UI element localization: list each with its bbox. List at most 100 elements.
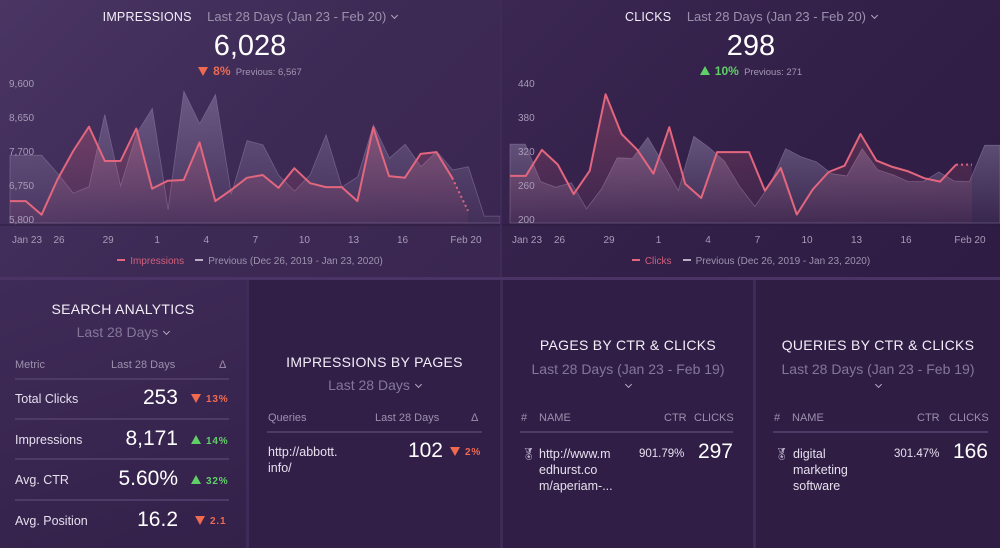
- page-link[interactable]: http://abbott. info/: [268, 445, 338, 475]
- current-series-projection: [451, 177, 469, 212]
- metric-value: 8,171: [125, 427, 178, 450]
- search-analytics-widget: SEARCH ANALYTICS Last 28 Days Metric Las…: [0, 280, 246, 548]
- x-tick-label: Feb 20: [954, 235, 986, 246]
- divider: [500, 280, 503, 548]
- x-tick-label: 4: [204, 235, 210, 246]
- widget-title: SEARCH ANALYTICS: [51, 301, 195, 317]
- arrow-down-icon: [198, 67, 209, 76]
- clicks-chart: 440 380 320 260 200 Jan 23 26 29 1 4 7 10 13 16 Feb 20: [502, 79, 1000, 246]
- widget-title: IMPRESSIONS BY PAGES: [286, 354, 463, 370]
- column-header: CLICKS: [694, 412, 734, 424]
- x-tick-label: 16: [397, 235, 409, 246]
- widget-header: CLICKS Last 28 Days (Jan 23 - Feb 20): [502, 9, 1000, 24]
- comparison: 10% Previous: 271: [502, 64, 1000, 78]
- date-range-dropdown[interactable]: Last 28 Days: [0, 324, 246, 340]
- y-tick-label: 5,800: [9, 215, 34, 226]
- divider: [0, 277, 1000, 280]
- date-range-dropdown[interactable]: Last 28 Days (Jan 23 - Feb 20): [686, 9, 879, 24]
- ctr-value: 901.79%: [639, 448, 685, 460]
- metric-delta: 14%: [191, 435, 228, 447]
- legend-current[interactable]: Clicks: [644, 256, 672, 267]
- legend-previous[interactable]: Previous (Dec 26, 2019 - Jan 23, 2020): [208, 256, 383, 267]
- x-tick-label: 29: [603, 235, 615, 246]
- widget-title: CLICKS: [624, 10, 672, 24]
- date-range-label: Last 28 Days: [328, 377, 410, 393]
- arrow-down-icon: [450, 447, 460, 456]
- column-header: Metric: [15, 359, 45, 371]
- divider: [15, 499, 229, 501]
- column-header: CTR: [917, 412, 940, 424]
- date-range-dropdown[interactable]: Last 28 Days (Jan 23 - Feb 19): [503, 361, 753, 393]
- date-range-label: Last 28 Days (Jan 23 - Feb 20): [686, 9, 867, 24]
- column-header: #: [521, 412, 528, 424]
- legend-swatch-current: [631, 259, 640, 261]
- x-tick-label: 1: [656, 235, 662, 246]
- y-tick-label: 7,700: [9, 147, 34, 158]
- column-header: #: [774, 412, 781, 424]
- ctr-value: 301.47%: [894, 448, 940, 460]
- date-range-label: Last 28 Days: [76, 324, 159, 340]
- x-tick-label: Feb 20: [450, 235, 482, 246]
- x-tick-label: 4: [705, 235, 711, 246]
- x-tick-label: 1: [154, 235, 160, 246]
- legend-current[interactable]: Impressions: [130, 256, 185, 267]
- chevron-down-icon: [163, 327, 171, 336]
- divider: [773, 431, 988, 433]
- chart-legend: Impressions Previous (Dec 26, 2019 - Jan…: [0, 256, 500, 267]
- date-range-label: Last 28 Days (Jan 23 - Feb 19): [781, 361, 975, 377]
- arrow-up-icon: [191, 475, 201, 484]
- legend-swatch-previous: [682, 259, 691, 261]
- metric-name: Impressions: [15, 433, 83, 447]
- x-tick-label: 7: [253, 235, 259, 246]
- previous-value: Previous: 6,567: [235, 67, 302, 78]
- divider: [15, 418, 229, 420]
- x-tick-label: 26: [554, 235, 566, 246]
- column-header: NAME: [792, 412, 824, 424]
- arrow-up-icon: [191, 435, 201, 444]
- divider: [500, 0, 502, 277]
- date-range-dropdown[interactable]: Last 28 Days (Jan 23 - Feb 19): [756, 361, 1000, 393]
- date-range-dropdown[interactable]: Last 28 Days (Jan 23 - Feb 20): [207, 9, 399, 24]
- column-header: Δ: [219, 359, 227, 371]
- metric-delta: 32%: [191, 475, 228, 487]
- chevron-down-icon: [874, 380, 882, 389]
- column-header: CTR: [664, 412, 687, 424]
- legend-previous[interactable]: Previous (Dec 26, 2019 - Jan 23, 2020): [695, 256, 871, 267]
- date-range-label: Last 28 Days (Jan 23 - Feb 20): [207, 9, 387, 24]
- query-name: digital marketing software: [793, 447, 848, 493]
- arrow-down-icon: [191, 394, 201, 403]
- date-range-dropdown[interactable]: Last 28 Days: [249, 377, 500, 393]
- metric-name: Total Clicks: [15, 392, 79, 406]
- divider: [15, 378, 229, 380]
- column-header: Last 28 Days: [111, 359, 176, 371]
- divider: [520, 431, 733, 433]
- chevron-down-icon: [624, 380, 632, 389]
- metric-value: 5.60%: [118, 467, 178, 490]
- legend-swatch-current: [117, 259, 126, 261]
- y-tick-label: 9,600: [9, 79, 34, 90]
- divider: [246, 280, 249, 548]
- page-link[interactable]: http://www.m edhurst.co m/aperiam-...: [539, 447, 613, 493]
- widget-header: IMPRESSIONS Last 28 Days (Jan 23 - Feb 2…: [0, 9, 500, 24]
- y-tick-label: 260: [518, 181, 535, 192]
- clicks-value: 166: [952, 440, 988, 463]
- arrow-up-icon: [699, 66, 710, 75]
- divider: [753, 280, 756, 548]
- metric-name: Avg. Position: [15, 514, 88, 528]
- column-header: CLICKS: [949, 412, 989, 424]
- divider: [15, 458, 229, 460]
- metric-value: 253: [142, 386, 178, 409]
- impressions-widget: IMPRESSIONS Last 28 Days (Jan 23 - Feb 2…: [0, 0, 500, 277]
- x-tick-label: Jan 23: [12, 235, 42, 246]
- y-tick-label: 440: [518, 79, 535, 90]
- x-tick-label: 13: [851, 235, 863, 246]
- widget-title: PAGES BY CTR & CLICKS: [539, 337, 717, 353]
- pages-by-ctr-widget: PAGES BY CTR & CLICKS Last 28 Days (Jan …: [503, 280, 753, 548]
- x-tick-label: 10: [299, 235, 311, 246]
- y-tick-label: 320: [518, 147, 535, 158]
- legend-swatch-previous: [195, 259, 204, 261]
- column-header: Last 28 Days: [375, 412, 440, 424]
- widget-title: QUERIES BY CTR & CLICKS: [781, 337, 975, 353]
- column-header: Δ: [471, 412, 479, 424]
- clicks-value: 297: [697, 440, 733, 463]
